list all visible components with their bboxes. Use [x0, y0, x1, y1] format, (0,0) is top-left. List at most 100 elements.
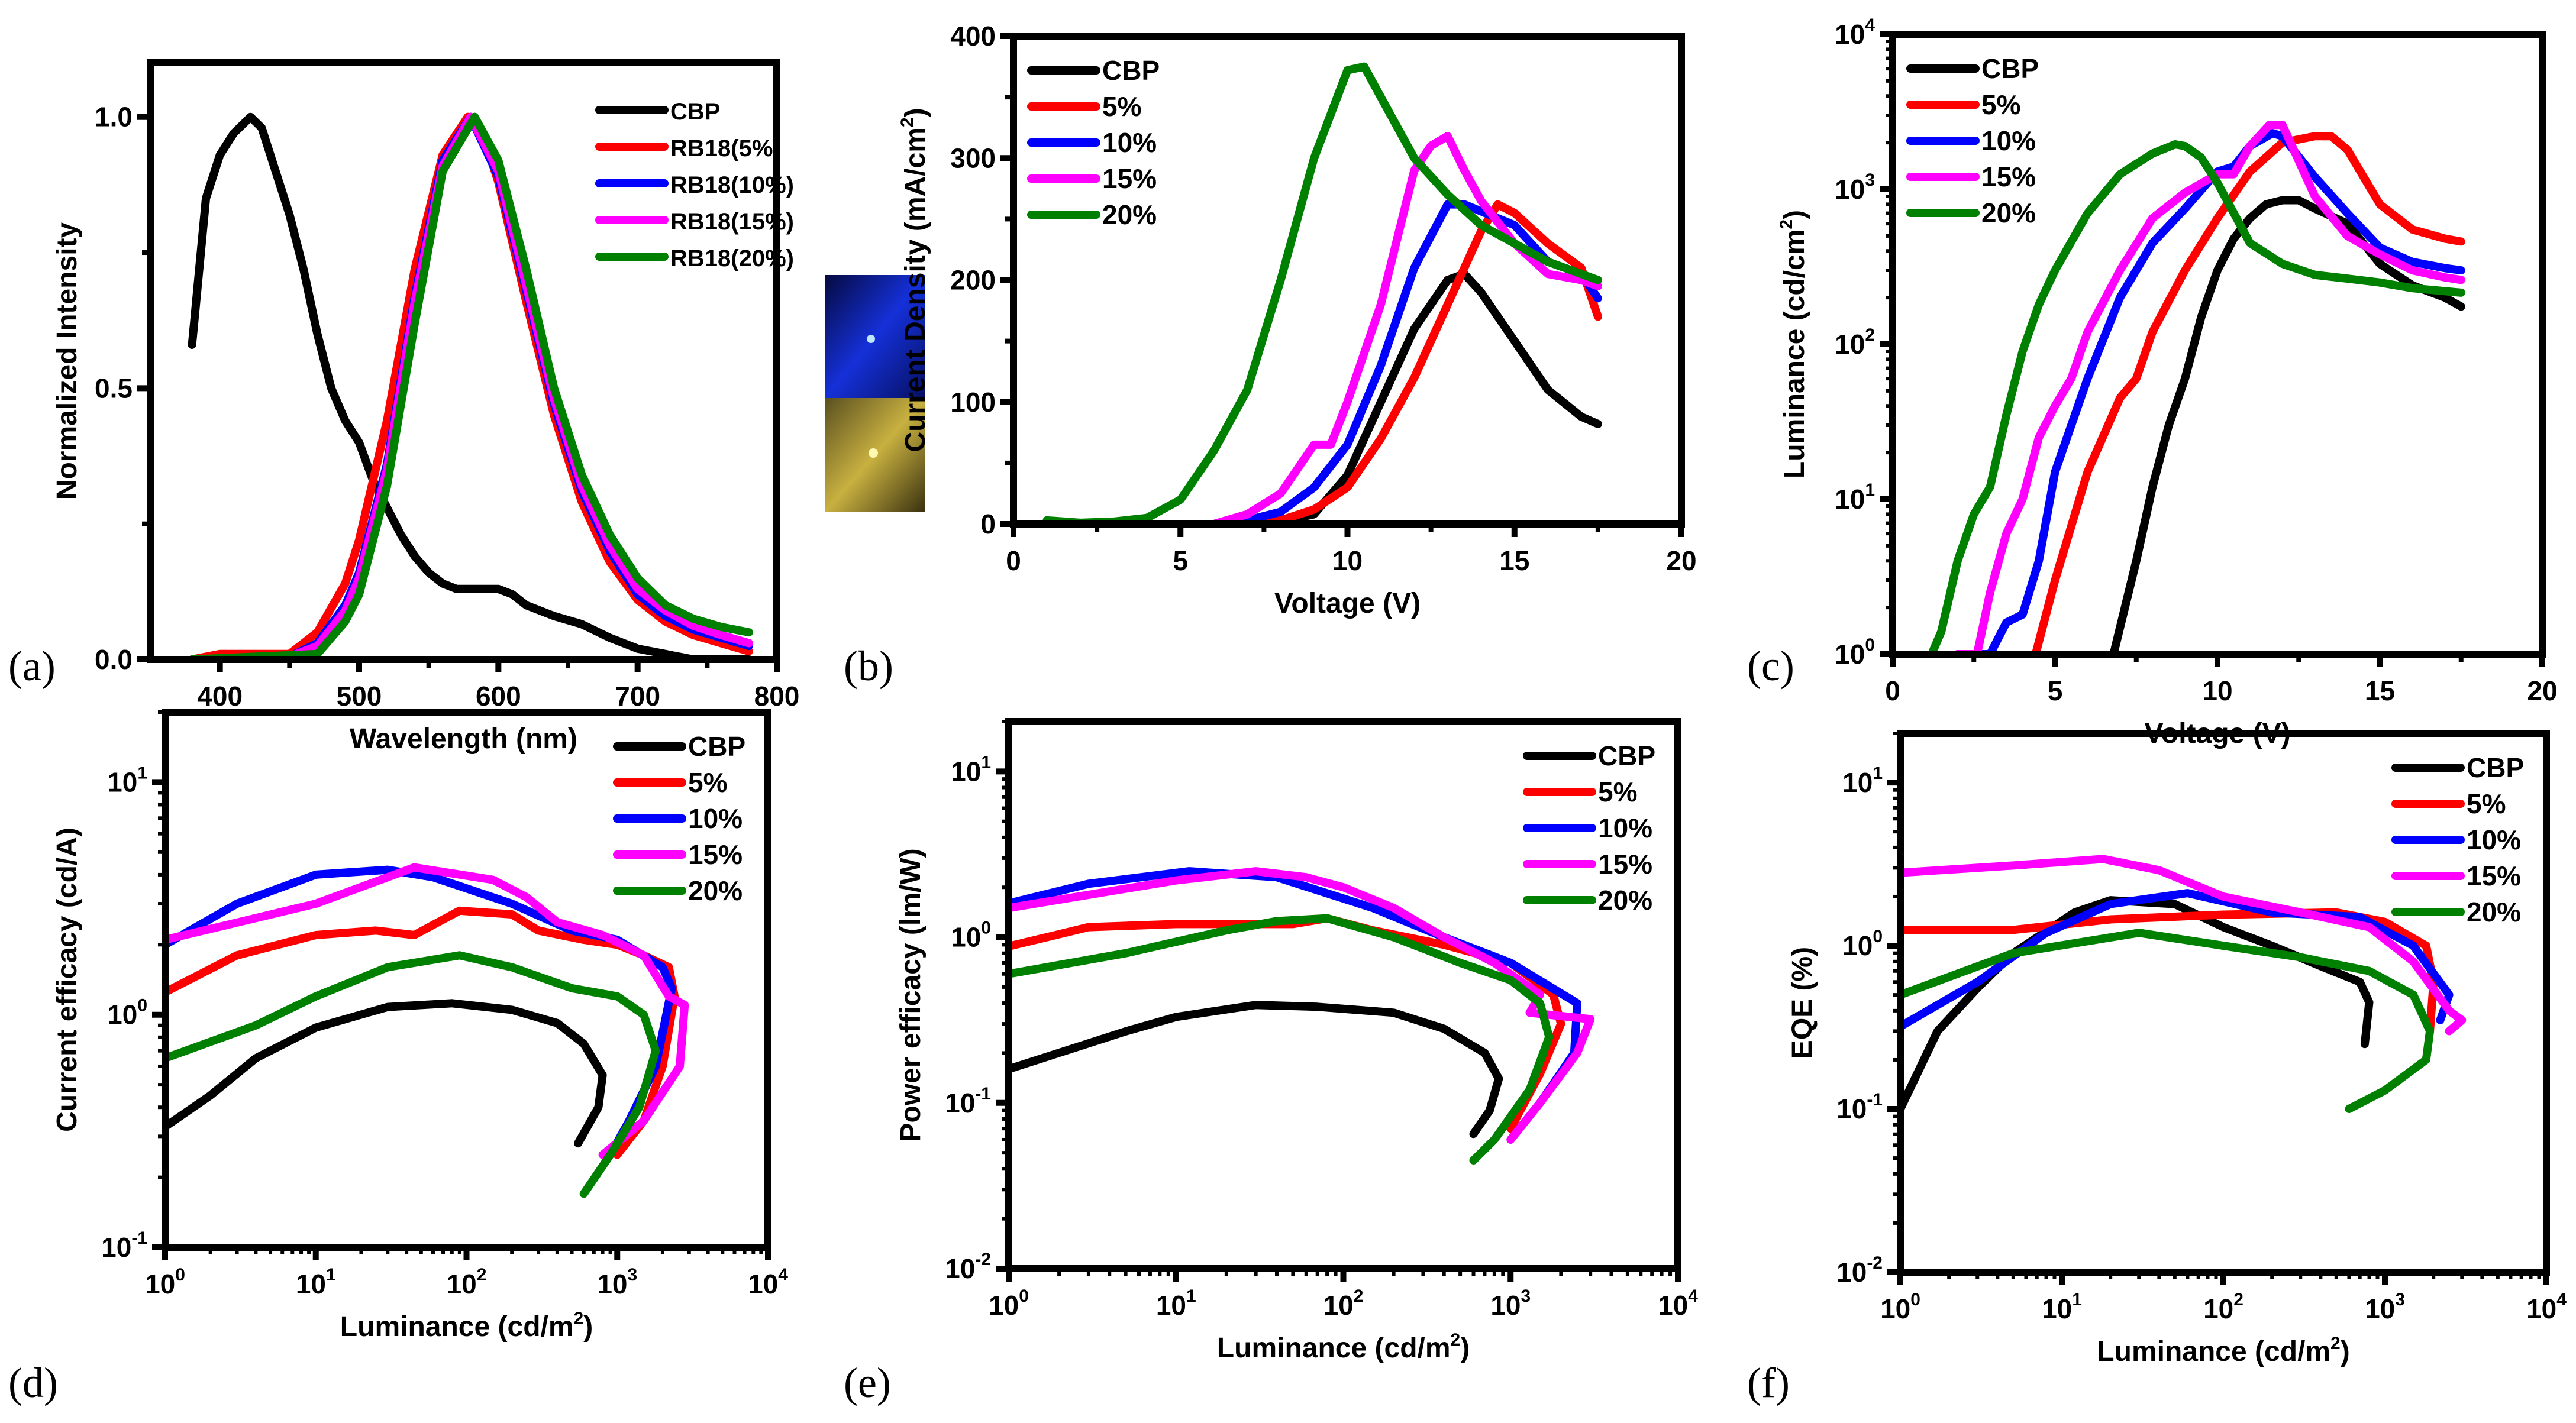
y-axis-label-text: Current efficacy (cd/A) — [51, 827, 83, 1132]
y-tick-exponent: 1 — [1865, 480, 1875, 500]
y-tick-label: 10-2 — [1836, 1253, 1883, 1288]
x-tick-label: 104 — [748, 1265, 788, 1299]
legend-label: 5% — [1598, 777, 1637, 807]
x-tick-base: 10 — [447, 1269, 477, 1299]
series-line-20pct — [1927, 140, 2465, 654]
y-tick-label: 200 — [950, 265, 996, 296]
y-tick-exponent: 1 — [1873, 764, 1883, 783]
x-tick-label: 0 — [1006, 545, 1021, 576]
x-axis-label-text: Luminance (cd/m — [2097, 1336, 2330, 1367]
y-axis-label-end: ) — [900, 108, 931, 117]
x-tick-base: 10 — [1156, 1290, 1186, 1321]
y-tick-label: 101 — [107, 763, 147, 797]
panel-label: (f) — [1747, 1359, 1790, 1406]
y-tick-base: 10 — [951, 922, 981, 953]
x-tick-base: 10 — [1323, 1290, 1354, 1321]
y-tick-exponent: 4 — [1865, 15, 1875, 35]
x-tick-base: 10 — [1490, 1290, 1521, 1321]
x-axis-label-sup: 2 — [574, 1309, 584, 1328]
legend-label: 20% — [2467, 897, 2521, 927]
x-tick-exponent: 4 — [778, 1265, 788, 1285]
x-tick-exponent: 0 — [175, 1265, 185, 1285]
y-tick-label: 100 — [951, 919, 991, 953]
x-tick-exponent: 1 — [326, 1265, 336, 1285]
legend-label: 20% — [1981, 198, 2036, 228]
y-tick-label: 0.0 — [95, 644, 133, 675]
plot-frame — [1005, 718, 1681, 1272]
x-tick-label: 102 — [447, 1265, 487, 1299]
legend-label: RB18(15%) — [670, 209, 794, 235]
series-line-20pct — [1009, 914, 1554, 1165]
x-tick-exponent: 3 — [627, 1265, 637, 1285]
y-tick-base: 10 — [107, 1000, 137, 1030]
legend-label: 15% — [1981, 161, 2036, 192]
y-tick-exponent: 1 — [137, 763, 147, 782]
x-tick-base: 10 — [1880, 1293, 1910, 1324]
x-tick-label: 10 — [2202, 675, 2232, 706]
y-axis-label-text: Normalized Intensity — [51, 222, 83, 500]
panel-label: (a) — [8, 642, 56, 690]
series-line-cbp — [1243, 270, 1602, 524]
y-tick-exponent: 0 — [137, 996, 147, 1015]
inset-photo-blue — [825, 275, 925, 398]
series-line-15pct — [165, 863, 689, 1159]
x-tick-exponent: 2 — [1354, 1286, 1364, 1306]
inset-yellow-glow — [869, 448, 878, 458]
y-axis-label: Current efficacy (cd/A) — [51, 827, 83, 1132]
y-tick-label: 0 — [980, 509, 996, 539]
panel-label: (b) — [844, 642, 893, 690]
series-line-20pct — [165, 951, 660, 1198]
x-tick-label: 101 — [296, 1265, 336, 1299]
y-tick-label: 101 — [1842, 764, 1883, 798]
x-tick-exponent: 3 — [1521, 1286, 1531, 1306]
legend-label: CBP — [670, 99, 720, 125]
y-axis-label-text: Current Density (mA/cm — [900, 127, 931, 452]
y-axis-label: Normalized Intensity — [51, 222, 83, 500]
x-tick-label: 101 — [1156, 1286, 1196, 1321]
y-tick-base: 10 — [1836, 1257, 1867, 1288]
y-tick-exponent: -1 — [1867, 1090, 1883, 1110]
series-line-15pct — [1209, 132, 1602, 524]
series-line-15pct — [188, 112, 753, 659]
y-tick-label: 101 — [951, 752, 991, 787]
legend-label: 20% — [1102, 199, 1157, 230]
x-axis-label: Luminance (cd/m2) — [1217, 1330, 1470, 1364]
legend-label: 10% — [688, 803, 743, 834]
y-tick-exponent: 0 — [1873, 927, 1883, 946]
y-axis-label-text: Luminance (cd/cm — [1779, 229, 1810, 478]
y-tick-label: 10-2 — [945, 1250, 991, 1284]
y-tick-label: 400 — [950, 21, 996, 51]
series-line-5pct — [1009, 914, 1565, 1133]
y-tick-label: 1.0 — [95, 102, 133, 132]
legend-label: 10% — [2467, 824, 2521, 855]
y-tick-label: 10-1 — [101, 1228, 147, 1263]
x-axis-label-text: Voltage (V) — [1274, 588, 1421, 619]
legend-label: RB18(20%) — [670, 245, 794, 271]
x-tick-label: 104 — [1658, 1286, 1698, 1321]
series-line-5pct — [188, 112, 753, 659]
y-tick-label: 103 — [1835, 170, 1875, 205]
y-tick-exponent: 2 — [1865, 325, 1875, 345]
x-tick-label: 400 — [197, 681, 243, 712]
y-tick-label: 102 — [1835, 325, 1875, 360]
y-tick-exponent: 1 — [981, 752, 991, 772]
x-tick-base: 10 — [296, 1269, 326, 1299]
x-tick-base: 10 — [1658, 1290, 1688, 1321]
legend-label: CBP — [1102, 55, 1160, 86]
y-axis-label-sup: 2 — [1777, 219, 1796, 229]
series-line-cbp — [2109, 196, 2465, 654]
legend-label: 10% — [1981, 125, 2036, 156]
legend-label: 5% — [1102, 91, 1141, 122]
series-line-5pct — [2031, 132, 2465, 654]
legend-label: 15% — [688, 839, 743, 870]
x-tick-label: 0 — [1885, 675, 1900, 706]
y-axis-label: Current Density (mA/cm2) — [898, 108, 931, 452]
x-tick-base: 10 — [597, 1269, 627, 1299]
x-tick-base: 10 — [2203, 1293, 2233, 1324]
panel-label: (e) — [844, 1359, 891, 1406]
y-tick-label: 101 — [1835, 480, 1875, 515]
series-line-10pct — [1209, 200, 1602, 524]
x-tick-label: 15 — [1499, 545, 1529, 576]
